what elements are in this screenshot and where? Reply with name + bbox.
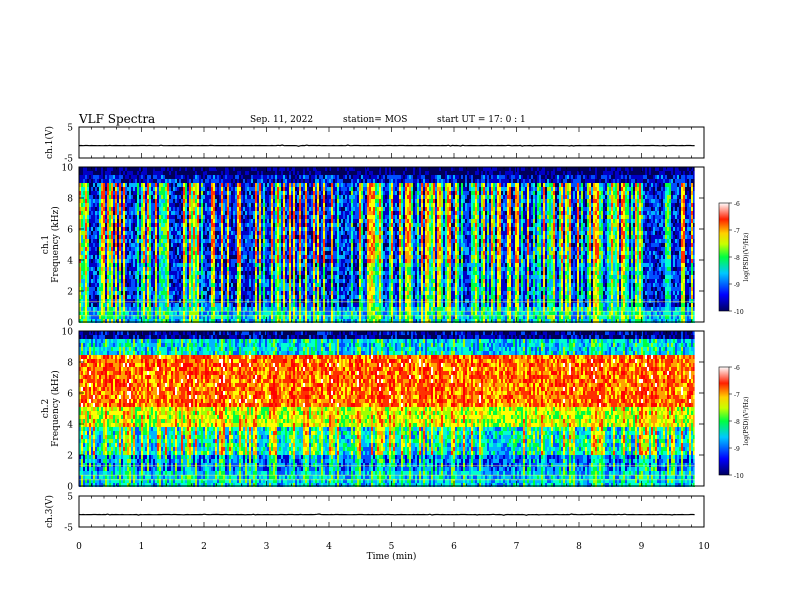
ch1-spectrogram-y-tick-label: 2 [67, 288, 73, 298]
ch2-spectrogram-y-axis-label: Frequency (kHz) [50, 370, 61, 447]
ch1-spectrogram-colorbar-tick-label: -6 [734, 201, 740, 208]
ch1-waveform-y-tick-label: 5 [67, 124, 73, 134]
ch1-spectrogram-y-tick-label: 10 [62, 164, 74, 174]
ch1-waveform-line [79, 145, 695, 146]
x-tick-label: 9 [639, 542, 645, 552]
ch2-spectrogram-colorbar-tick-label: -8 [734, 419, 740, 426]
ch1-spectrogram-colorbar-label: log(PSD)(V²/Hz) [743, 233, 750, 282]
ch1-spectrogram-image [79, 167, 704, 323]
ch2-spectrogram-y-tick-label: 8 [67, 359, 73, 369]
ch1-spectrogram-y-tick-label: 4 [67, 257, 73, 267]
x-tick-label: 5 [389, 542, 395, 552]
x-axis-label: Time (min) [367, 551, 417, 562]
ch1-spectrogram-colorbar [719, 203, 729, 311]
ch1-spectrogram-colorbar-tick-label: -9 [734, 282, 740, 289]
ch1-spectrogram-y-tick-label: 8 [67, 195, 73, 205]
vlf-spectra-figure: 5-5ch.1(V)0246810ch.1 Frequency (kHz)-6-7… [0, 0, 792, 612]
ch2-spectrogram-colorbar [719, 367, 729, 475]
ch1-spectrogram-y-tick-label: 6 [67, 226, 73, 236]
ch2-spectrogram-y-tick-label: 10 [62, 328, 74, 338]
ch2-spectrogram-colorbar-tick-label: -7 [734, 392, 740, 399]
x-tick-label: 10 [698, 542, 710, 552]
ch1-waveform-y-axis-label: ch.1(V) [44, 126, 55, 159]
ch2-spectrogram-y-axis-label: ch.2 [41, 399, 51, 418]
ch2-spectrogram-colorbar-label: log(PSD)(V²/Hz) [743, 397, 750, 446]
ch1-spectrogram-y-axis-label: Frequency (kHz) [50, 206, 61, 283]
ch3-waveform-y-tick-label: -5 [64, 524, 73, 534]
ch3-waveform-y-axis-label: ch.3(V) [44, 495, 55, 528]
ch2-spectrogram-y-tick-label: 0 [67, 483, 73, 493]
ch1-spectrogram-colorbar-tick-label: -7 [734, 228, 740, 235]
ch2-spectrogram-y-tick-label: 4 [67, 421, 73, 431]
ch2-spectrogram-y-tick-label: 6 [67, 390, 73, 400]
x-tick-label: 6 [451, 542, 457, 552]
ch2-spectrogram-image [79, 331, 704, 487]
ch1-spectrogram-colorbar-tick-label: -8 [734, 255, 740, 262]
ch3-waveform-line [79, 514, 695, 515]
ch2-spectrogram-colorbar-tick-label: -9 [734, 446, 740, 453]
x-tick-label: 2 [201, 542, 207, 552]
x-tick-label: 1 [139, 542, 145, 552]
ch3-waveform-y-tick-label: 5 [67, 493, 73, 503]
ch1-spectrogram-y-axis-label: ch.1 [41, 235, 51, 254]
x-tick-label: 8 [576, 542, 582, 552]
x-tick-label: 3 [264, 542, 270, 552]
ch2-spectrogram-colorbar-tick-label: -6 [734, 365, 740, 372]
x-tick-label: 4 [326, 542, 332, 552]
x-tick-label: 7 [514, 542, 520, 552]
ch2-spectrogram-y-tick-label: 2 [67, 452, 73, 462]
ch2-spectrogram-colorbar-tick-label: -10 [734, 473, 744, 480]
x-tick-label: 0 [76, 542, 82, 552]
ch1-spectrogram-colorbar-tick-label: -10 [734, 309, 744, 316]
